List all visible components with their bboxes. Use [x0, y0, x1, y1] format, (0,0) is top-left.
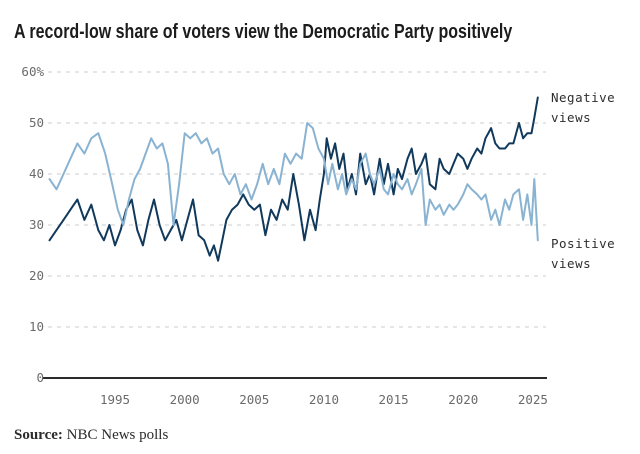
series-label-negative: Negative views: [551, 88, 615, 128]
x-axis-tick: 1995: [99, 392, 131, 407]
y-axis-tick: 20: [28, 268, 44, 283]
source-text: NBC News polls: [62, 427, 169, 443]
series-label-negative-line1: Negative: [551, 90, 616, 105]
x-axis-tick: 2015: [378, 392, 409, 407]
y-axis-tick: 40: [28, 166, 44, 181]
source-note: Source: NBC News polls: [14, 427, 168, 444]
y-axis-tick: 50: [28, 115, 44, 130]
x-axis-tick: 2020: [448, 392, 479, 407]
y-axis-tick: 10: [28, 319, 44, 334]
x-axis-tick: 2025: [517, 392, 548, 407]
y-axis-tick: 30: [28, 217, 44, 232]
series-label-negative-line2: views: [551, 110, 592, 125]
positive-series-line: [48, 122, 539, 242]
x-axis-tick: 2000: [169, 392, 200, 407]
series-label-positive-line2: views: [551, 256, 592, 271]
y-axis-tick: 60%: [21, 64, 44, 79]
x-axis-tick: 2010: [308, 392, 339, 407]
y-axis-tick: 0: [36, 370, 44, 385]
chart-title: A record-low share of voters view the De…: [14, 21, 513, 43]
source-label: Source:: [14, 427, 63, 443]
series-label-positive-line1: Positive: [551, 236, 616, 251]
negative-series-line: [48, 96, 539, 262]
x-axis-tick: 2005: [239, 392, 270, 407]
series-label-positive: Positive views: [551, 234, 615, 274]
